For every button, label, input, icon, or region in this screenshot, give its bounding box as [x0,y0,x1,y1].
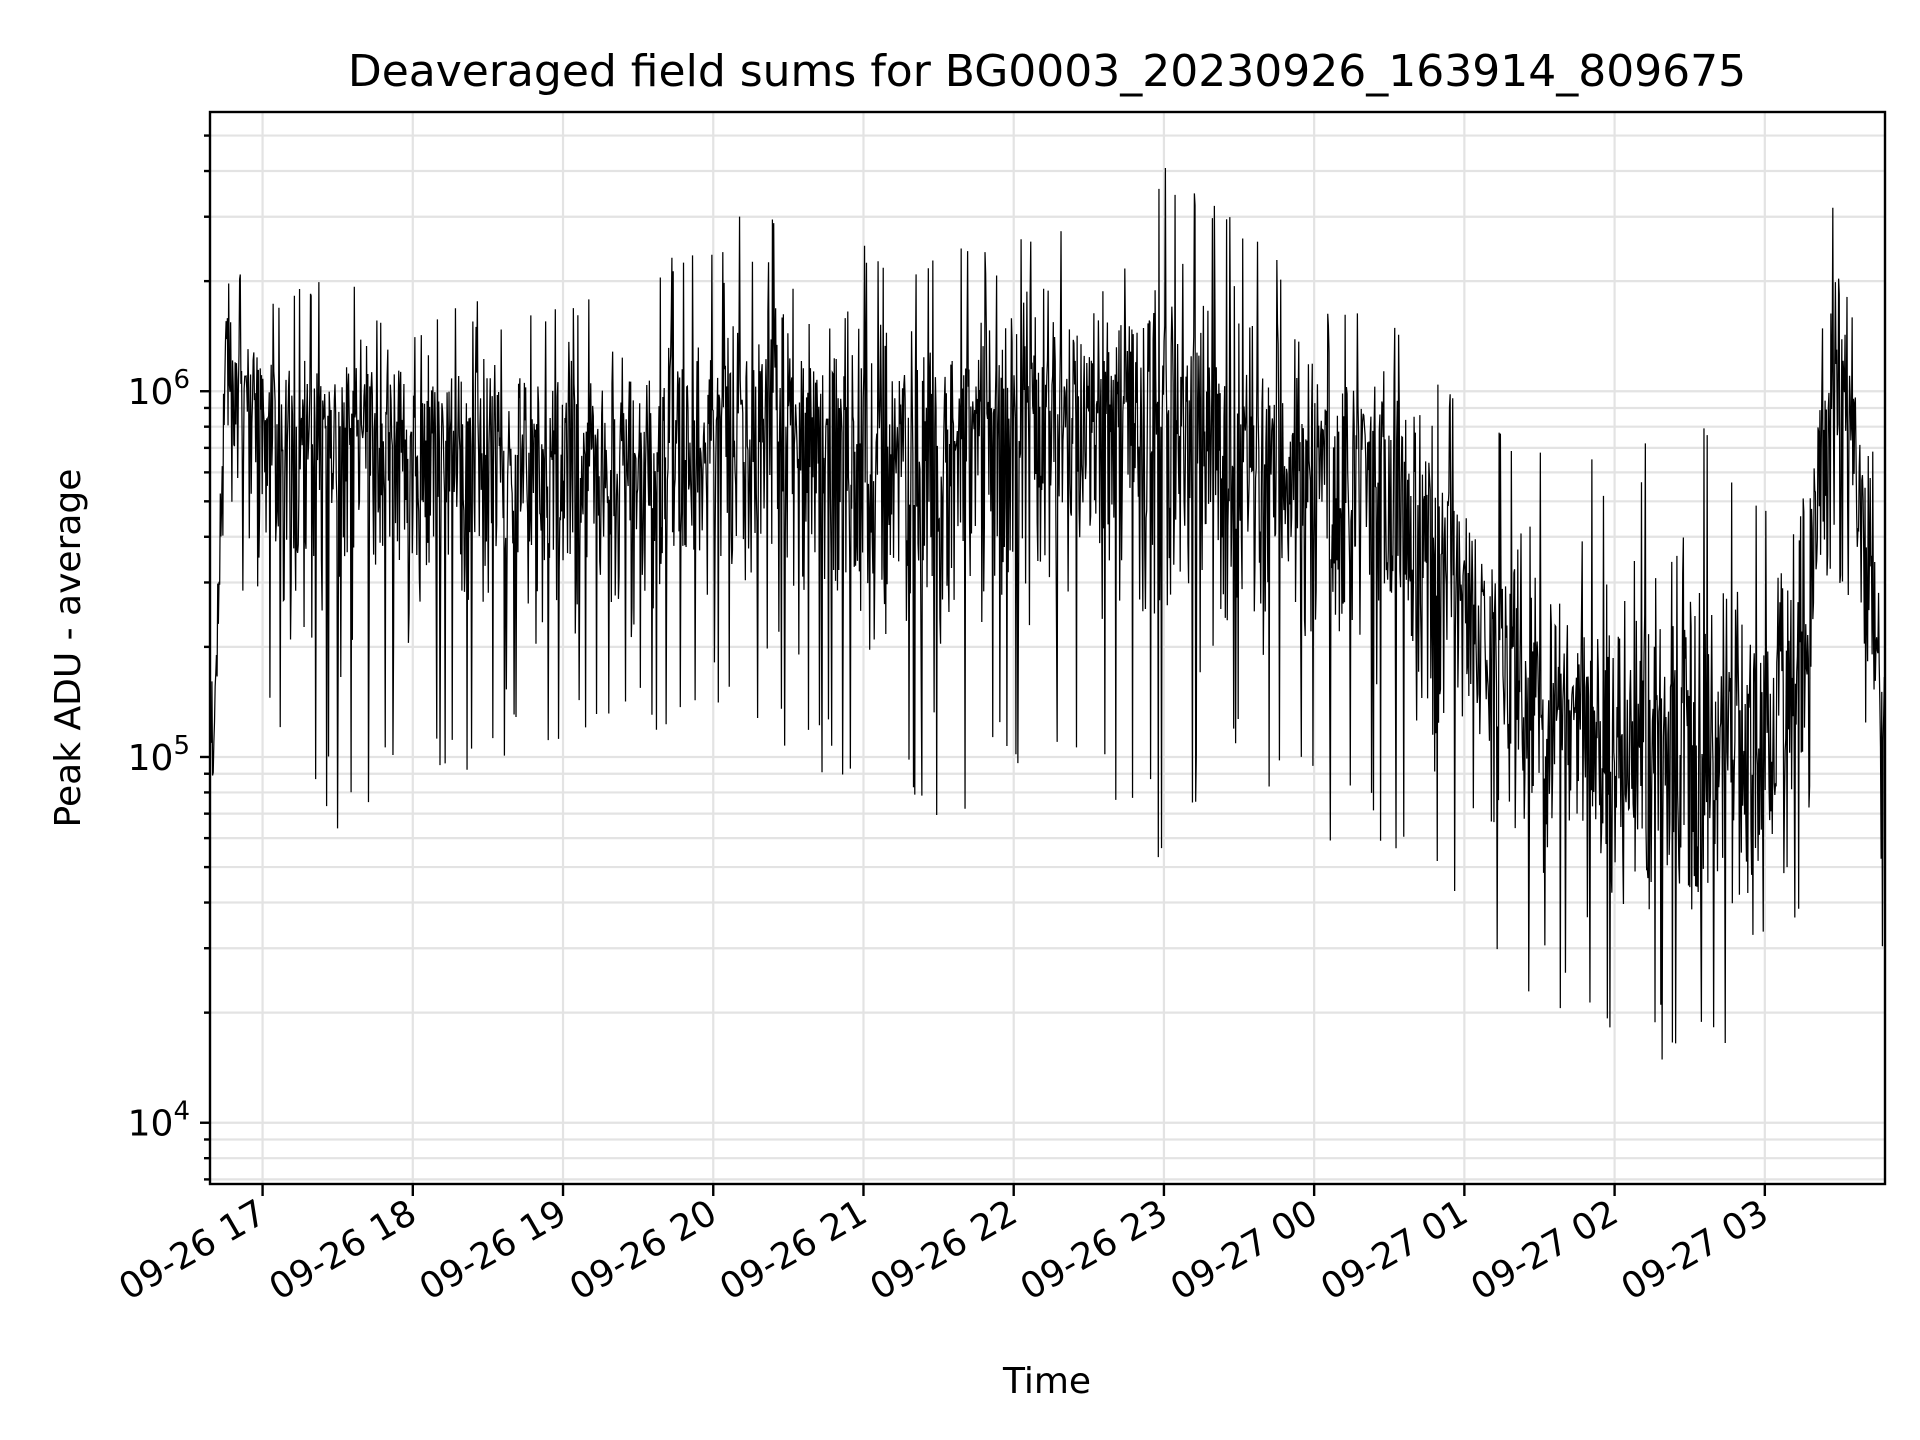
x-axis-label: Time [1002,1361,1091,1402]
chart-title: Deaveraged field sums for BG0003_2023092… [348,46,1746,97]
y-axis-label: Peak ADU - average [48,469,89,828]
series-line [209,168,1886,1060]
y-tick-label: 105 [128,731,190,779]
y-tick-label: 104 [128,1097,190,1145]
y-tick-label: 106 [128,365,190,413]
